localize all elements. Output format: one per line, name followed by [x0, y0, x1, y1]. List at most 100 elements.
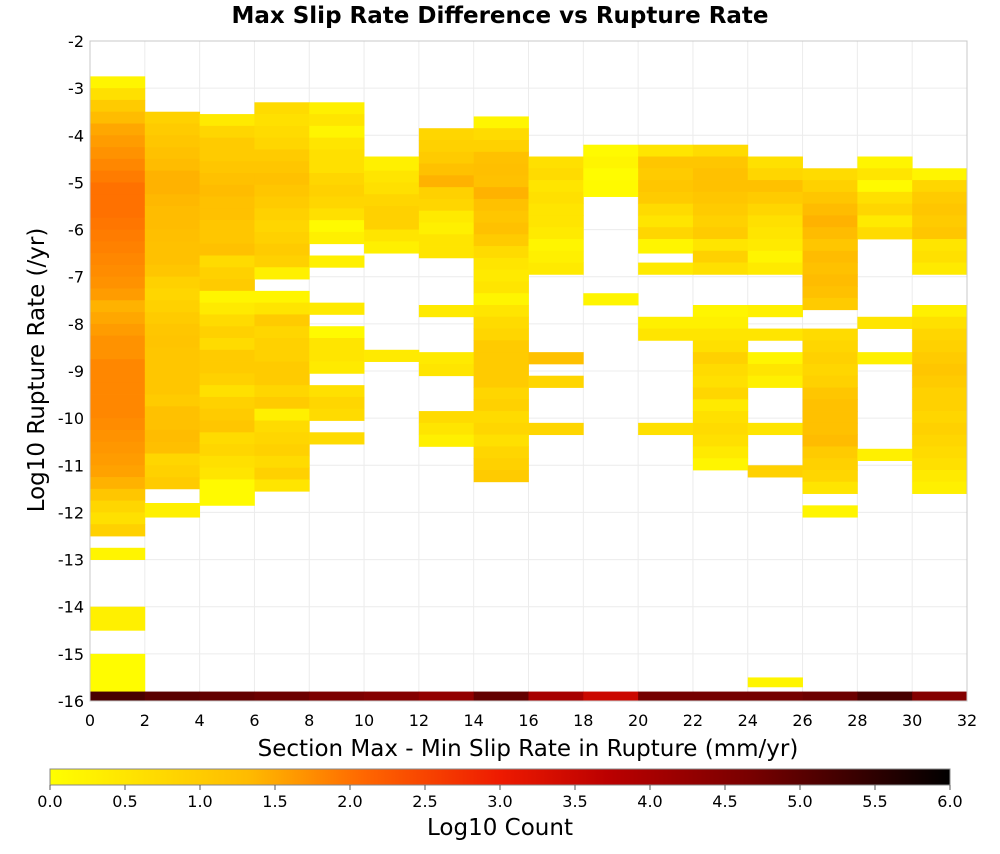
heatmap-cell-12-14: [747, 375, 803, 388]
heatmap-cell-0-11: [90, 206, 146, 219]
heatmap-cell-2-30: [199, 467, 255, 480]
colorbar-tick-label: 4.0: [637, 792, 662, 811]
heatmap-cell-2-28: [199, 444, 255, 457]
heatmap-cell-8-3: [528, 191, 584, 205]
heatmap-cell-13-19: [802, 411, 858, 424]
x-tick-label: 4: [195, 711, 205, 730]
heatmap-cell-11-5: [692, 203, 749, 216]
heatmap-cell-15-16: [912, 387, 968, 400]
heatmap-cell-5-7: [364, 241, 420, 254]
heatmap-cell-12-17: [747, 677, 803, 688]
heatmap-cell-1-13: [144, 264, 201, 278]
heatmap-cell-15-21: [912, 446, 968, 459]
heatmap-cell-8-4: [528, 203, 584, 216]
heatmap-cell-13-15: [802, 363, 858, 377]
heatmap-cell-4-5: [309, 161, 365, 174]
heatmap-cell-13-6: [802, 239, 858, 252]
heatmap-cell-4-17: [309, 361, 365, 374]
y-tick-label: -3: [68, 79, 84, 98]
x-axis-label: Section Max - Min Slip Rate in Rupture (…: [258, 736, 799, 762]
heatmap-cell-7-6: [473, 187, 529, 200]
heatmap-cell-0-36: [90, 500, 146, 513]
heatmap-cell-15-13: [912, 352, 968, 365]
heatmap-cell-7-15: [473, 293, 529, 306]
heatmap-cell-0-16: [90, 264, 146, 278]
heatmap-cell-8-0: [528, 156, 584, 169]
heatmap-cell-2-24: [199, 396, 255, 410]
heatmap-cell-2-2: [199, 137, 255, 150]
heatmap-cell-12-16: [747, 465, 803, 478]
heatmap-cell-7-20: [473, 352, 529, 365]
heatmap-cell-12-1: [747, 168, 803, 181]
heatmap-cell-6-0: [418, 128, 475, 141]
heatmap-cell-10-0: [638, 144, 694, 157]
heatmap-cell-7-30: [473, 470, 529, 483]
heatmap-cell-9-0: [583, 144, 639, 157]
heatmap-cell-10-1: [638, 156, 694, 169]
heatmap-cell-0-23: [90, 347, 146, 360]
heatmap-cell-2-16: [199, 302, 255, 315]
heatmap-cell-2-20: [199, 349, 255, 362]
heatmap-cell-2-4: [199, 161, 255, 174]
heatmap-cell-15-23: [912, 470, 968, 483]
heatmap-cell-7-28: [473, 446, 529, 459]
heatmap-cell-13-2: [802, 191, 858, 205]
heatmap-cell-8-7: [528, 239, 584, 252]
heatmap-cell-12-13: [747, 363, 803, 377]
heatmap-cell-3-22: [254, 373, 310, 386]
heatmap-cell-2-5: [199, 173, 255, 186]
heatmap-cell-12-5: [747, 215, 803, 228]
heatmap-cell-7-23: [473, 387, 529, 400]
heatmap-cell-15-3: [912, 203, 968, 216]
heatmap-cell-7-8: [473, 210, 529, 223]
heatmap-cell-10-9: [638, 262, 694, 275]
heatmap-cell-5-0: [364, 156, 420, 172]
heatmap-cell-3-18: [254, 326, 310, 339]
heatmap-cell-7-12: [473, 257, 529, 271]
heatmap-cell-11-19: [692, 399, 749, 412]
heatmap-cell-10-2: [638, 168, 694, 181]
heatmap-cell-12-6: [747, 227, 803, 240]
heatmap-cell-3-12: [254, 243, 310, 256]
heatmap-cell-3-0: [254, 102, 310, 115]
heatmap-cell-0-5: [90, 135, 146, 148]
heatmap-cell-3-15: [254, 290, 310, 304]
heatmap-cell-11-20: [692, 411, 749, 424]
heatmap-cell-15-15: [912, 375, 968, 388]
heatmap-cell-12-10: [747, 305, 803, 318]
heatmap-cell-15-0: [912, 168, 968, 181]
heatmap-cell-3-13: [254, 255, 310, 268]
heatmap-cell-14-8: [857, 352, 913, 365]
chart-title: Max Slip Rate Difference vs Rupture Rate: [231, 3, 768, 29]
y-tick-label: -5: [68, 173, 84, 192]
heatmap-cell-0-29: [90, 418, 146, 431]
heatmap-cell-7-17: [473, 316, 529, 329]
heatmap-cell-11-9: [692, 250, 749, 263]
heatmap-cell-1-25: [144, 406, 201, 419]
heatmap-cell-bottom-10: [638, 691, 694, 701]
heatmap-cell-3-4: [254, 149, 310, 162]
colorbar-tick-label: 1.5: [262, 792, 287, 811]
heatmap-cell-6-9: [418, 234, 475, 247]
heatmap-cell-bottom-11: [692, 691, 749, 701]
heatmap-cell-1-20: [144, 347, 201, 360]
heatmap-cell-0-30: [90, 429, 146, 443]
heatmap-cell-14-7: [857, 316, 913, 329]
heatmap-cell-0-18: [90, 288, 146, 301]
heatmap-cell-1-8: [144, 206, 201, 219]
heatmap-cell-13-17: [802, 387, 858, 400]
y-tick-label: -16: [58, 692, 84, 711]
heatmap-cell-0-12: [90, 217, 146, 230]
heatmap-cell-1-30: [144, 465, 201, 478]
heatmap-cell-1-5: [144, 170, 201, 183]
heatmap-cell-3-17: [254, 314, 310, 327]
heatmap-cell-0-10: [90, 194, 146, 207]
heatmap-cell-14-0: [857, 156, 913, 169]
heatmap-cell-12-9: [747, 262, 803, 275]
heatmap-cell-0-19: [90, 300, 146, 313]
heatmap-cell-11-0: [692, 144, 749, 157]
heatmap-cell-0-22: [90, 335, 146, 348]
heatmap-cell-10-5: [638, 203, 694, 216]
heatmap-cell-1-16: [144, 300, 201, 313]
colorbar-label: Log10 Count: [427, 815, 573, 841]
